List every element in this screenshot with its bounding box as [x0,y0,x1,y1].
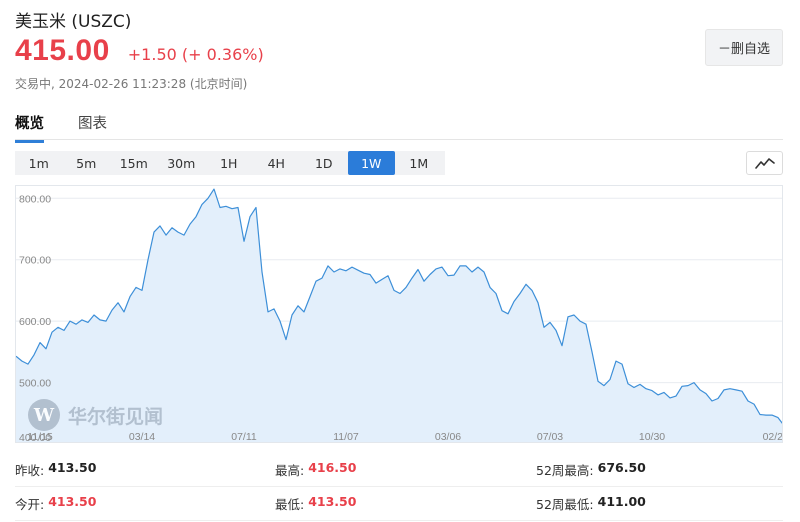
stat-value: 413.50 [48,494,97,509]
tab-chart[interactable]: 图表 [78,116,107,132]
y-tick-label: 400.00 [19,432,51,443]
stat-label: 最低: [275,497,305,512]
y-tick-label: 500.00 [19,378,51,390]
x-tick-label: 07/03 [537,431,563,443]
stat-prev-close: 昨收: 413.50 [15,460,96,479]
stat-high: 最高: 416.50 [275,460,356,479]
stat-value: 676.50 [597,460,646,475]
remove-watchlist-button[interactable]: －删自选 [705,29,783,66]
price-change: +1.50 (+ 0.36%) [127,45,264,64]
stat-label: 52周最高: [536,463,594,478]
stat-label: 最高: [275,463,305,478]
price-area [16,189,782,442]
stats-row: 昨收: 413.50 最高: 416.50 52周最高: 676.50 [15,453,783,487]
line-chart-icon [754,158,775,169]
x-tick-label: 11/07 [333,431,359,443]
last-price: 415.00 [15,34,110,67]
x-tick-label: 02/2 [763,431,783,443]
tab-overview[interactable]: 概览 [15,112,44,143]
main-tabs: 概览 图表 [15,112,141,143]
stats-row: 今开: 413.50 最低: 413.50 52周最低: 411.00 [15,487,783,521]
x-tick-label: 03/06 [435,431,461,443]
range-5m-button[interactable]: 5m [76,155,97,171]
range-1d-button[interactable]: 1D [314,155,333,171]
stat-value: 411.00 [597,494,646,509]
price-chart[interactable]: 800.00 700.00 600.00 500.00 400.00 11/15 03/14… [15,185,783,443]
chart-type-button[interactable] [746,151,783,175]
stat-52w-high: 52周最高: 676.50 [536,460,646,479]
x-tick-label: 10/30 [639,431,665,443]
stat-label: 52周最低: [536,497,594,512]
watermark-logo-icon: W [28,399,60,431]
stat-value: 413.50 [308,494,357,509]
range-1mo-button[interactable]: 1M [409,155,429,171]
watermark: W 华尔街见闻 [28,399,163,431]
stats-table: 昨收: 413.50 最高: 416.50 52周最高: 676.50 今开: … [15,453,783,521]
time-range-bar: 1m 5m 15m 30m 1H 4H 1D 1W 1M [15,151,445,175]
stat-label: 今开: [15,497,45,512]
stat-52w-low: 52周最低: 411.00 [536,494,646,513]
price-line [16,188,782,424]
stat-label: 昨收: [15,463,45,478]
y-tick-label: 600.00 [19,316,51,328]
price-row: 415.00 +1.50 (+ 0.36%) [15,34,264,68]
x-tick-label: 07/11 [231,431,257,443]
x-tick-label: 11/15 [27,431,53,443]
trading-status: 交易中, 2024-02-26 11:23:28 (北京时间) [15,77,248,91]
range-4h-button[interactable]: 4H [267,155,285,171]
y-tick-label: 700.00 [19,255,51,267]
watermark-text: 华尔街见闻 [68,405,164,428]
stat-open: 今开: 413.50 [15,494,96,513]
range-1w-button[interactable]: 1W [347,151,395,175]
instrument-title: 美玉米 (USZC) [15,12,132,32]
stat-value: 413.50 [48,460,97,475]
range-1h-button[interactable]: 1H [220,155,238,171]
range-1m-button[interactable]: 1m [28,155,49,171]
range-15m-button[interactable]: 15m [119,155,148,171]
stat-low: 最低: 413.50 [275,494,356,513]
range-30m-button[interactable]: 30m [167,155,196,171]
tabs-divider [15,139,783,140]
y-tick-label: 800.00 [19,193,51,205]
x-tick-label: 03/14 [129,431,155,443]
stat-value: 416.50 [308,460,357,475]
